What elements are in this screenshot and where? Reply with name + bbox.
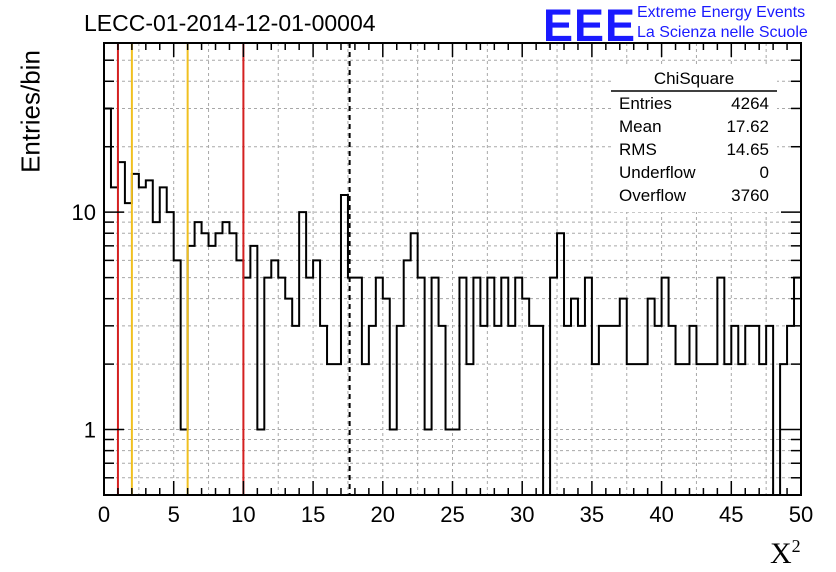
x-tick-label: 10 [231,502,255,527]
stats-value: 4264 [731,94,769,113]
stats-label: Entries [619,94,672,113]
x-axis-label: X2 [770,536,801,571]
stats-value: 3760 [731,186,769,205]
stats-box-title: ChiSquare [654,69,734,88]
stats-label: RMS [619,140,657,159]
stats-label: Underflow [619,163,696,182]
stats-value: 14.65 [726,140,769,159]
x-tick-label: 15 [301,502,325,527]
x-tick-label: 5 [168,502,180,527]
y-tick-label: 10 [72,200,96,225]
x-axis-label-base: X [770,537,792,570]
x-tick-label: 40 [649,502,673,527]
stats-value: 17.62 [726,117,769,136]
x-tick-label: 25 [440,502,464,527]
histogram-series [104,107,801,495]
x-tick-label: 35 [580,502,604,527]
x-tick-label: 50 [789,502,813,527]
chart-title: LECC-01-2014-12-01-00004 [84,10,376,36]
x-tick-label: 45 [719,502,743,527]
stats-value: 0 [760,163,769,182]
y-tick-label: 1 [84,418,96,443]
x-tick-label: 30 [510,502,534,527]
x-axis-label-superscript: 2 [791,536,801,556]
stats-label: Overflow [619,186,687,205]
logo-subtitle-line2: La Scienza nelle Scuole [637,24,808,41]
stats-label: Mean [619,117,662,136]
logo-subtitle-line1: Extreme Energy Events [637,4,806,21]
x-tick-label: 20 [371,502,395,527]
x-tick-label: 0 [98,502,110,527]
